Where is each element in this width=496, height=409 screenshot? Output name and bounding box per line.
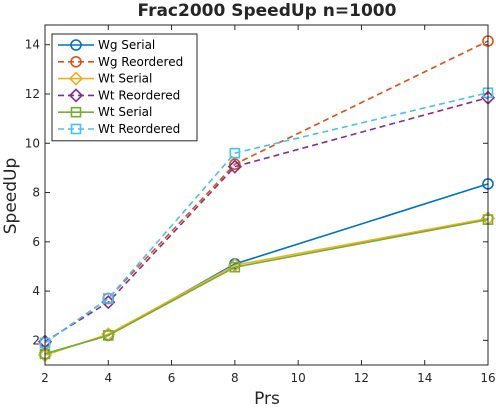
legend-label: Wt Serial [98, 105, 152, 119]
series-line [44, 40, 489, 344]
x-tick-label: 12 [354, 371, 369, 385]
legend-swatch-marker [70, 55, 82, 68]
legend-item: Wt Serial [58, 71, 152, 86]
y-tick-label: 14 [25, 38, 40, 52]
y-tick-label: 8 [32, 186, 40, 200]
x-tick-label: 10 [291, 371, 306, 385]
data-point [229, 147, 241, 159]
y-tick-label: 10 [25, 136, 40, 150]
data-point [229, 261, 241, 273]
axes: 2 4 6 8 10 12 14 16 2 4 6 8 10 12 14 [25, 25, 496, 385]
legend-swatch-marker [68, 88, 84, 103]
x-tick-label: 4 [104, 371, 112, 385]
x-axis-label: Prs [254, 389, 280, 409]
legend-swatch-marker [70, 123, 82, 135]
plot-frame [44, 24, 489, 366]
series-line [44, 91, 489, 344]
series-line [44, 218, 489, 355]
legend-item: Wt Reordered [58, 122, 180, 136]
legend-item: Wg Serial [58, 38, 155, 52]
y-axis-label: SpeedUp [1, 158, 21, 235]
data-point [102, 293, 114, 304]
x-tick-label: 2 [41, 371, 49, 385]
legend-swatch-marker [70, 106, 82, 118]
data-point [229, 158, 241, 171]
legend: Wg Serial Wg Reordered Wt Serial Wt Reorder… [51, 33, 198, 142]
chart-title: Frac2000 SpeedUp n=1000 [138, 1, 397, 21]
y-tick-label: 4 [32, 284, 40, 298]
legend-label: Wg Reordered [98, 55, 183, 69]
x-tick-label: 8 [231, 371, 239, 385]
legend-item: Wt Reordered [58, 88, 180, 103]
legend-label: Wg Serial [98, 38, 155, 52]
legend-swatch-marker [70, 39, 82, 51]
data-point [227, 159, 242, 174]
y-tick-label: 6 [32, 235, 40, 249]
legend-label: Wt Reordered [98, 122, 180, 136]
y-tick-label: 2 [32, 333, 40, 347]
series-line [44, 96, 489, 343]
y-tick-label: 12 [25, 87, 40, 101]
x-tick-label: 6 [168, 371, 176, 385]
legend-box [51, 33, 198, 142]
x-tick-label: 14 [417, 371, 432, 385]
legend-label: Wt Serial [98, 72, 152, 86]
legend-item: Wg Reordered [58, 55, 183, 69]
legend-label: Wt Reordered [98, 88, 180, 102]
data-point [102, 330, 114, 341]
x-tick-label: 16 [480, 371, 495, 385]
legend-swatch-marker [68, 71, 84, 86]
legend-item: Wt Serial [58, 105, 152, 119]
